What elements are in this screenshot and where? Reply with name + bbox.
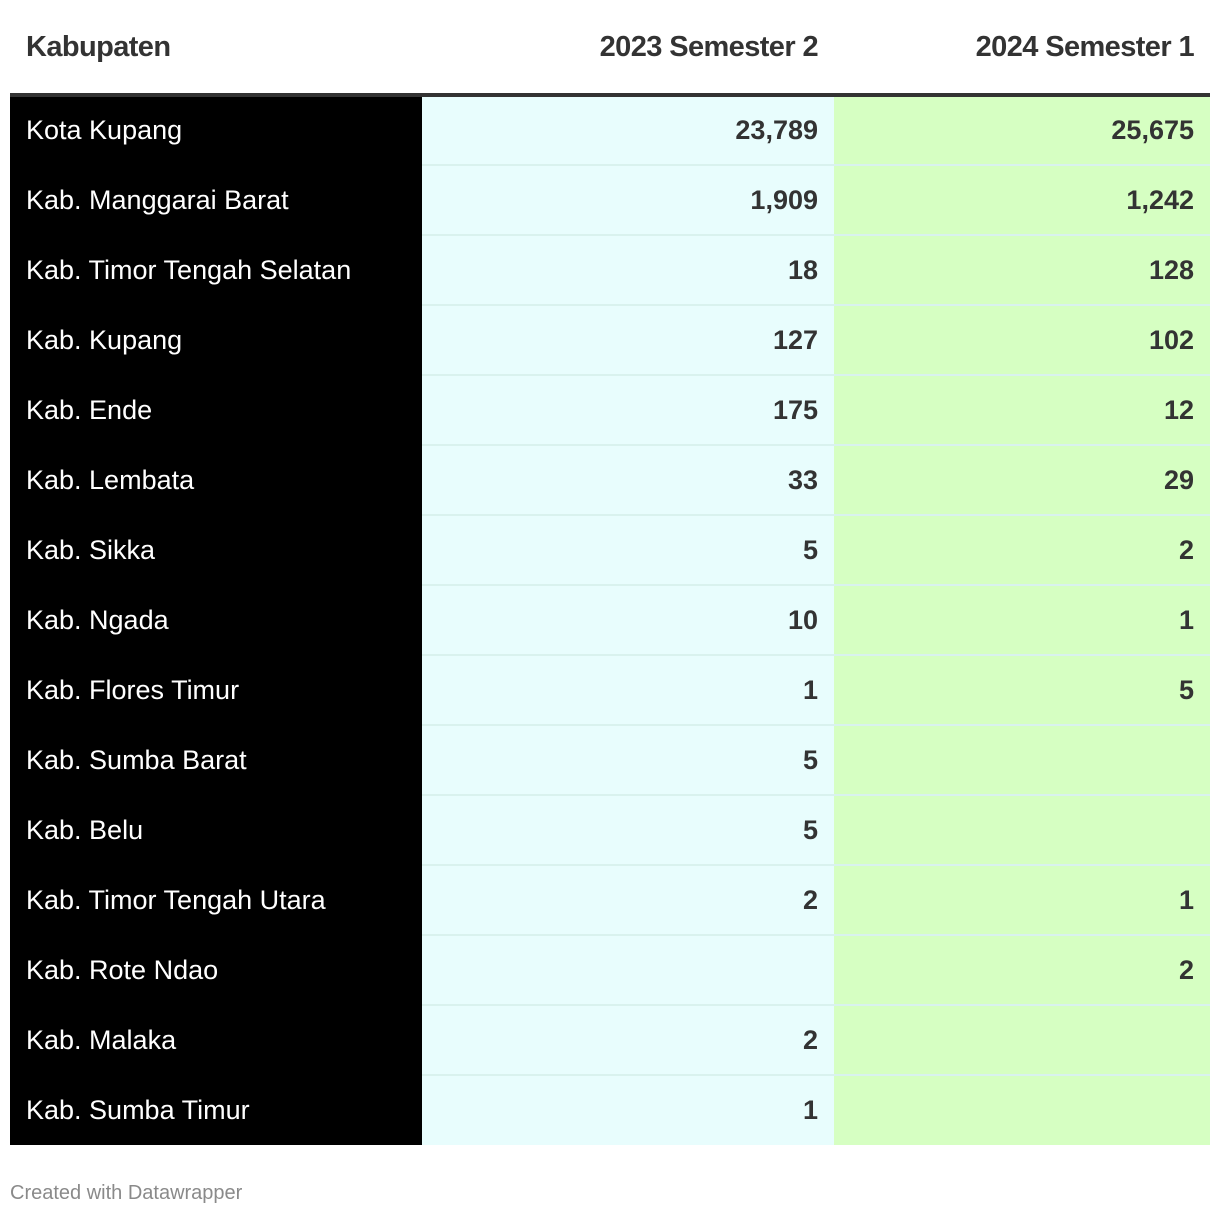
table-header-row: Kabupaten 2023 Semester 2 2024 Semester … [10, 0, 1210, 97]
data-table: Kabupaten 2023 Semester 2 2024 Semester … [10, 0, 1210, 1145]
table-row: Kab. Timor Tengah Utara 2 1 [10, 864, 1210, 935]
column-header-2024-semester-1[interactable]: 2024 Semester 1 [834, 0, 1210, 97]
cell-2024-semester-1: 102 [834, 304, 1210, 375]
data-table-container: Kabupaten 2023 Semester 2 2024 Semester … [10, 0, 1210, 1145]
cell-2023-semester-2: 127 [422, 304, 834, 375]
cell-2024-semester-1: 29 [834, 444, 1210, 515]
table-row: Kab. Belu 5 [10, 794, 1210, 865]
cell-2024-semester-1: 1 [834, 864, 1210, 935]
cell-kabupaten: Kab. Rote Ndao [10, 934, 422, 1005]
cell-2024-semester-1 [834, 1004, 1210, 1075]
cell-2024-semester-1: 25,675 [834, 95, 1210, 165]
cell-2024-semester-1 [834, 724, 1210, 795]
cell-2024-semester-1: 1 [834, 584, 1210, 655]
cell-kabupaten: Kab. Sumba Barat [10, 724, 422, 795]
cell-2023-semester-2: 23,789 [422, 95, 834, 165]
cell-2023-semester-2: 5 [422, 724, 834, 795]
cell-kabupaten: Kab. Sumba Timur [10, 1074, 422, 1145]
cell-kabupaten: Kab. Ende [10, 374, 422, 445]
cell-2024-semester-1: 12 [834, 374, 1210, 445]
cell-2023-semester-2: 33 [422, 444, 834, 515]
table-row: Kab. Flores Timur 1 5 [10, 654, 1210, 725]
cell-2023-semester-2: 2 [422, 864, 834, 935]
column-header-2023-semester-2[interactable]: 2023 Semester 2 [422, 0, 834, 97]
cell-2023-semester-2: 2 [422, 1004, 834, 1075]
cell-kabupaten: Kab. Sikka [10, 514, 422, 585]
cell-kabupaten: Kab. Ngada [10, 584, 422, 655]
cell-2024-semester-1: 5 [834, 654, 1210, 725]
cell-2024-semester-1: 2 [834, 514, 1210, 585]
cell-kabupaten: Kab. Belu [10, 794, 422, 865]
cell-2023-semester-2: 5 [422, 514, 834, 585]
table-row: Kota Kupang 23,789 25,675 [10, 95, 1210, 165]
cell-2023-semester-2: 18 [422, 234, 834, 305]
cell-2023-semester-2: 1 [422, 1074, 834, 1145]
cell-kabupaten: Kota Kupang [10, 95, 422, 165]
table-row: Kab. Ngada 10 1 [10, 584, 1210, 655]
cell-2023-semester-2: 5 [422, 794, 834, 865]
table-row: Kab. Rote Ndao 2 [10, 934, 1210, 1005]
cell-kabupaten: Kab. Timor Tengah Utara [10, 864, 422, 935]
cell-kabupaten: Kab. Malaka [10, 1004, 422, 1075]
table-row: Kab. Timor Tengah Selatan 18 128 [10, 234, 1210, 305]
cell-kabupaten: Kab. Timor Tengah Selatan [10, 234, 422, 305]
column-header-kabupaten[interactable]: Kabupaten [10, 0, 422, 97]
table-row: Kab. Sumba Barat 5 [10, 724, 1210, 795]
table-row: Kab. Sikka 5 2 [10, 514, 1210, 585]
table-body: Kota Kupang 23,789 25,675 Kab. Manggarai Ba… [10, 95, 1210, 1145]
table-row: Kab. Kupang 127 102 [10, 304, 1210, 375]
cell-2024-semester-1: 2 [834, 934, 1210, 1005]
cell-2023-semester-2: 10 [422, 584, 834, 655]
cell-kabupaten: Kab. Lembata [10, 444, 422, 515]
cell-2024-semester-1 [834, 1074, 1210, 1145]
cell-2023-semester-2: 1 [422, 654, 834, 725]
cell-kabupaten: Kab. Flores Timur [10, 654, 422, 725]
table-row: Kab. Manggarai Barat 1,909 1,242 [10, 164, 1210, 235]
table-row: Kab. Sumba Timur 1 [10, 1074, 1210, 1145]
table-row: Kab. Ende 175 12 [10, 374, 1210, 445]
table-row: Kab. Malaka 2 [10, 1004, 1210, 1075]
cell-2024-semester-1: 1,242 [834, 164, 1210, 235]
datawrapper-credit: Created with Datawrapper [10, 1182, 243, 1204]
cell-kabupaten: Kab. Kupang [10, 304, 422, 375]
cell-2023-semester-2: 1,909 [422, 164, 834, 235]
cell-2024-semester-1: 128 [834, 234, 1210, 305]
cell-kabupaten: Kab. Manggarai Barat [10, 164, 422, 235]
cell-2024-semester-1 [834, 794, 1210, 865]
table-row: Kab. Lembata 33 29 [10, 444, 1210, 515]
cell-2023-semester-2 [422, 934, 834, 1005]
cell-2023-semester-2: 175 [422, 374, 834, 445]
